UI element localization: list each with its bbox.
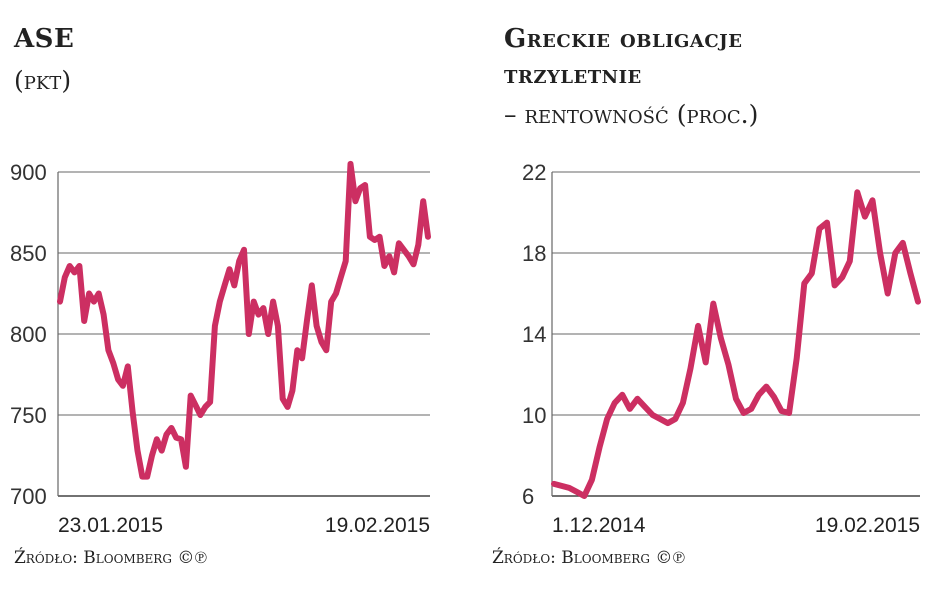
- x-tick-label-end: 19.02.2015: [815, 514, 920, 537]
- y-tick-label: 750: [10, 403, 47, 428]
- y-tick-label: 14: [522, 322, 546, 347]
- source-note: Źródło: Bloomberg ©℗: [492, 548, 686, 568]
- y-tick-label: 22: [522, 160, 546, 185]
- y-tick-label: 800: [10, 322, 47, 347]
- chart-title: ASE: [14, 24, 75, 54]
- y-tick-label: 850: [10, 241, 47, 266]
- chart-title-line2: trzyletnie: [504, 60, 642, 90]
- y-tick-label: 18: [522, 241, 546, 266]
- chart-subtitle: – rentowność (proc.): [504, 100, 759, 129]
- chart-subtitle: (pkt): [14, 66, 72, 95]
- y-tick-label: 900: [10, 160, 47, 185]
- x-tick-label-start: 1.12.2014: [552, 514, 646, 537]
- y-tick-label: 6: [522, 484, 534, 509]
- y-tick-label: 10: [522, 403, 546, 428]
- y-tick-label: 700: [10, 484, 47, 509]
- ase-chart-panel: ASE (pkt) 700 750 800 850 900 23.01.2015 19.02…: [10, 24, 431, 568]
- series-line: [551, 189, 921, 499]
- greek-bonds-line-chart: 6 10 14 18 22 1.12.2014 19.02.2015: [522, 160, 921, 537]
- series-line: [57, 160, 431, 480]
- source-note: Źródło: Bloomberg ©℗: [14, 548, 208, 568]
- x-tick-label-start: 23.01.2015: [58, 514, 163, 537]
- chart-title-line1: Greckie obligacje: [504, 24, 743, 54]
- ase-line-chart: 700 750 800 850 900 23.01.2015 19.02.2015: [10, 160, 431, 537]
- greek-bonds-chart-panel: Greckie obligacje trzyletnie – rentownoś…: [474, 0, 948, 593]
- x-tick-label-end: 19.02.2015: [325, 514, 430, 537]
